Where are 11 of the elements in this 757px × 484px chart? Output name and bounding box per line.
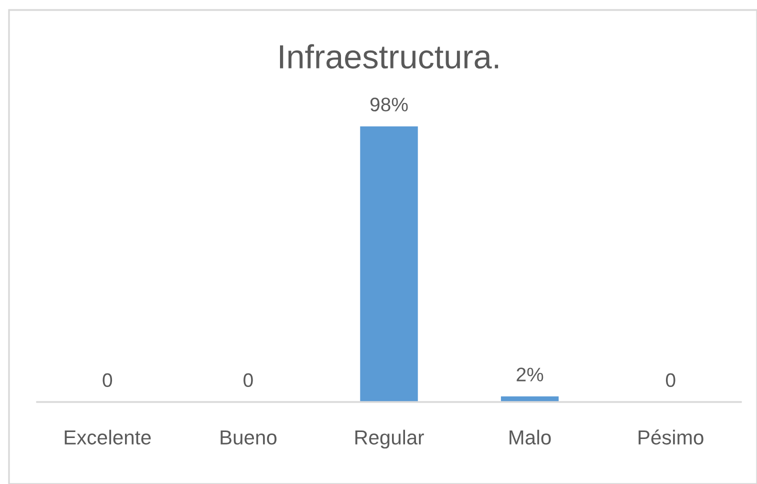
x-tick-label: Excelente: [64, 430, 151, 445]
chart-title: Infraestructura.: [280, 44, 498, 69]
data-label: 0: [102, 373, 112, 388]
data-label: 2%: [516, 368, 544, 382]
data-label: 0: [244, 373, 253, 388]
x-tick-label: Malo: [510, 430, 551, 445]
x-tick-label: Regular: [355, 430, 424, 449]
data-label: 0: [666, 373, 676, 388]
x-tick-label: Bueno: [220, 430, 276, 445]
x-tick-label: Pésimo: [638, 430, 704, 445]
data-label: 98%: [370, 98, 408, 112]
